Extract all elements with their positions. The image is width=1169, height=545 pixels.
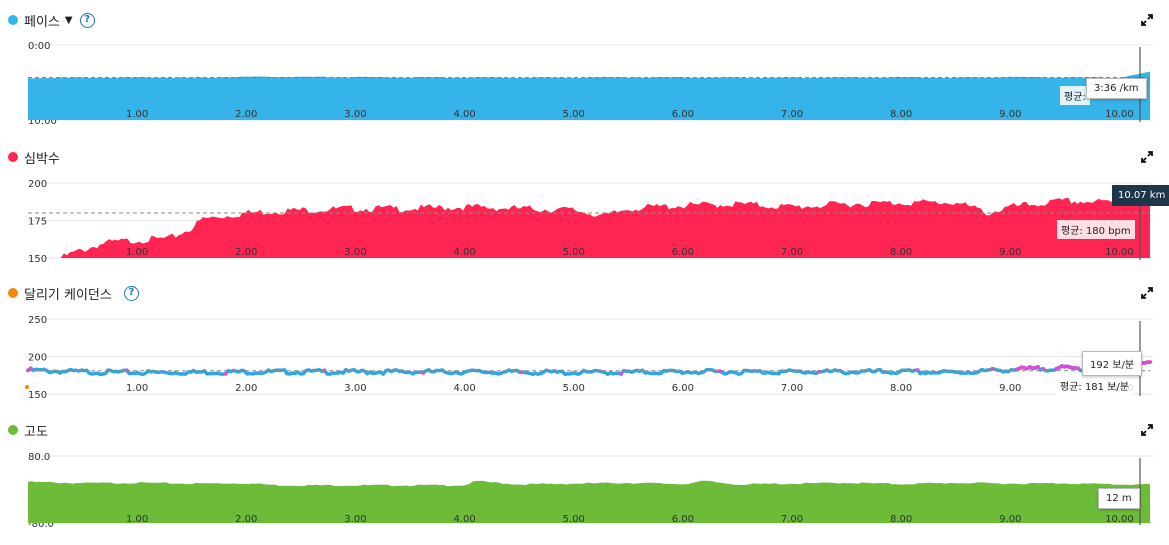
x-tick-label: 8.00 xyxy=(890,247,912,258)
cadence-point xyxy=(25,385,29,389)
cadence-point xyxy=(990,366,995,371)
x-tick-label: 2.00 xyxy=(235,383,257,394)
cadence-title-row: 달리기 케이던스 ? xyxy=(8,284,139,303)
y-tick-label: 0:00 xyxy=(28,41,50,52)
expand-arrows-icon[interactable] xyxy=(1141,287,1153,299)
x-tick-label: 7.00 xyxy=(781,383,803,394)
cadence-point xyxy=(1075,366,1080,371)
x-tick-label: 7.00 xyxy=(781,514,803,525)
cadence-point xyxy=(1041,366,1046,371)
elevation-title-row: 고도 xyxy=(8,421,48,440)
cadence-chart: 250 200 150 1.00 2.00 3.00 4.00 5.00 6.00 7.00 8.0… xyxy=(25,315,1153,401)
x-tick-label: 1.00 xyxy=(126,109,148,120)
x-tick-label: 8.00 xyxy=(890,383,912,394)
chevron-down-icon[interactable]: ▼ xyxy=(64,14,73,26)
y-tick-label: 250 xyxy=(28,315,47,326)
pace-series-dot xyxy=(8,15,18,25)
x-tick-label: 3.00 xyxy=(344,383,366,394)
distance-cursor-tooltip: 10.07 km xyxy=(1112,185,1169,206)
x-tick-label: 10.00 xyxy=(1105,247,1134,258)
y-tick-label: -80.0 xyxy=(28,519,54,530)
x-tick-label: 6.00 xyxy=(672,383,694,394)
elevation-series-dot xyxy=(8,425,18,435)
x-tick-label: 9.00 xyxy=(999,383,1021,394)
expand-arrows-icon[interactable] xyxy=(1141,151,1153,163)
x-tick-label: 2.00 xyxy=(235,247,257,258)
x-tick-label: 3.00 xyxy=(344,514,366,525)
heart-rate-average-label: 평균: 180 bpm xyxy=(1057,220,1135,239)
heart-rate-title-row: 심박수 xyxy=(8,148,60,167)
cadence-panel: 달리기 케이던스 ? 250 200 150 1.00 2.00 3.00 4.00 5.00… xyxy=(0,273,1169,408)
x-tick-label: 9.00 xyxy=(999,109,1021,120)
pace-title: 페이스 xyxy=(24,14,60,30)
x-tick-label: 1.00 xyxy=(126,383,148,394)
heart-rate-panel: 심박수 200 175 150 1.00 2.00 3.00 4.00 5.00 6.00 7.0… xyxy=(0,137,1169,272)
cadence-average-label: 평균: 181 보/분 xyxy=(1056,376,1133,395)
pace-average-label: 평균: xyxy=(1060,86,1090,105)
cadence-point xyxy=(915,368,920,373)
heart-rate-chart: 200 175 150 1.00 2.00 3.00 4.00 5.00 6.00 7.00 8.0… xyxy=(28,179,1153,265)
elevation-panel: 고도 80.0 -80.0 1.00 2.00 3.00 4.00 5.00 6.00 7.00… xyxy=(0,410,1169,545)
heart-rate-title: 심박수 xyxy=(24,151,60,167)
y-tick-label: 10:00 xyxy=(28,116,57,127)
x-tick-label: 7.00 xyxy=(781,109,803,120)
pace-panel: 페이스 ▼ ? 0:005:0010:001.002.003.004.005.0… xyxy=(0,0,1169,135)
cadence-point xyxy=(619,371,624,376)
elevation-area xyxy=(28,480,1150,523)
help-circle-icon[interactable]: ? xyxy=(123,285,139,301)
x-tick-label: 5.00 xyxy=(563,247,585,258)
y-tick-label: 150 xyxy=(28,254,47,265)
cadence-point xyxy=(717,369,722,374)
help-circle-icon[interactable]: ? xyxy=(79,12,95,28)
cadence-point xyxy=(421,370,426,375)
x-tick-label: 5.00 xyxy=(563,514,585,525)
x-tick-label: 10.00 xyxy=(1105,109,1134,120)
cadence-line xyxy=(26,360,1150,377)
pace-title-row: 페이스 ▼ ? xyxy=(8,11,95,30)
cadence-point xyxy=(223,371,228,376)
elevation-title: 고도 xyxy=(24,424,48,440)
cadence-series-dot xyxy=(8,288,18,298)
x-tick-label: 2.00 xyxy=(235,109,257,120)
y-tick-label: 80.0 xyxy=(28,452,50,463)
x-tick-label: 4.00 xyxy=(453,383,475,394)
heart-rate-series-dot xyxy=(8,152,18,162)
pace-chart: 0:005:0010:001.002.003.004.005.006.007.0… xyxy=(28,41,1153,127)
elevation-cursor-tooltip: 12 m xyxy=(1098,488,1140,509)
x-tick-label: 9.00 xyxy=(999,247,1021,258)
heart-rate-area xyxy=(60,195,1151,258)
cadence-point xyxy=(1148,360,1152,365)
x-tick-label: 4.00 xyxy=(453,109,475,120)
x-tick-label: 8.00 xyxy=(890,514,912,525)
x-tick-label: 5.00 xyxy=(563,109,585,120)
x-tick-label: 5.00 xyxy=(563,383,585,394)
cadence-title: 달리기 케이던스 xyxy=(24,287,112,303)
elevation-chart: 80.0 -80.0 1.00 2.00 3.00 4.00 5.00 6.00 7.00 8.0… xyxy=(28,452,1153,530)
expand-arrows-icon[interactable] xyxy=(1141,424,1153,436)
x-tick-label: 6.00 xyxy=(672,109,694,120)
y-tick-label: 200 xyxy=(28,179,47,190)
cadence-point xyxy=(1035,364,1040,369)
x-tick-label: 4.00 xyxy=(453,247,475,258)
y-tick-label: 150 xyxy=(28,390,47,401)
x-tick-label: 6.00 xyxy=(672,514,694,525)
x-tick-label: 8.00 xyxy=(890,109,912,120)
pace-cursor-tooltip: 3:36 /km xyxy=(1086,78,1147,99)
cadence-point xyxy=(28,366,33,371)
expand-arrows-icon[interactable] xyxy=(1141,14,1153,26)
pace-area xyxy=(28,71,1150,120)
cadence-cursor-tooltip: 192 보/분 xyxy=(1082,351,1143,376)
y-tick-label: 175 xyxy=(28,217,47,228)
x-tick-label: 3.00 xyxy=(344,247,366,258)
x-tick-label: 1.00 xyxy=(126,514,148,525)
x-tick-label: 9.00 xyxy=(999,514,1021,525)
x-tick-label: 4.00 xyxy=(453,514,475,525)
x-tick-label: 1.00 xyxy=(126,247,148,258)
x-tick-label: 6.00 xyxy=(672,247,694,258)
x-tick-label: 7.00 xyxy=(781,247,803,258)
y-tick-label: 200 xyxy=(28,353,47,364)
x-tick-label: 10.00 xyxy=(1105,514,1134,525)
x-tick-label: 2.00 xyxy=(235,514,257,525)
x-tick-label: 3.00 xyxy=(344,109,366,120)
